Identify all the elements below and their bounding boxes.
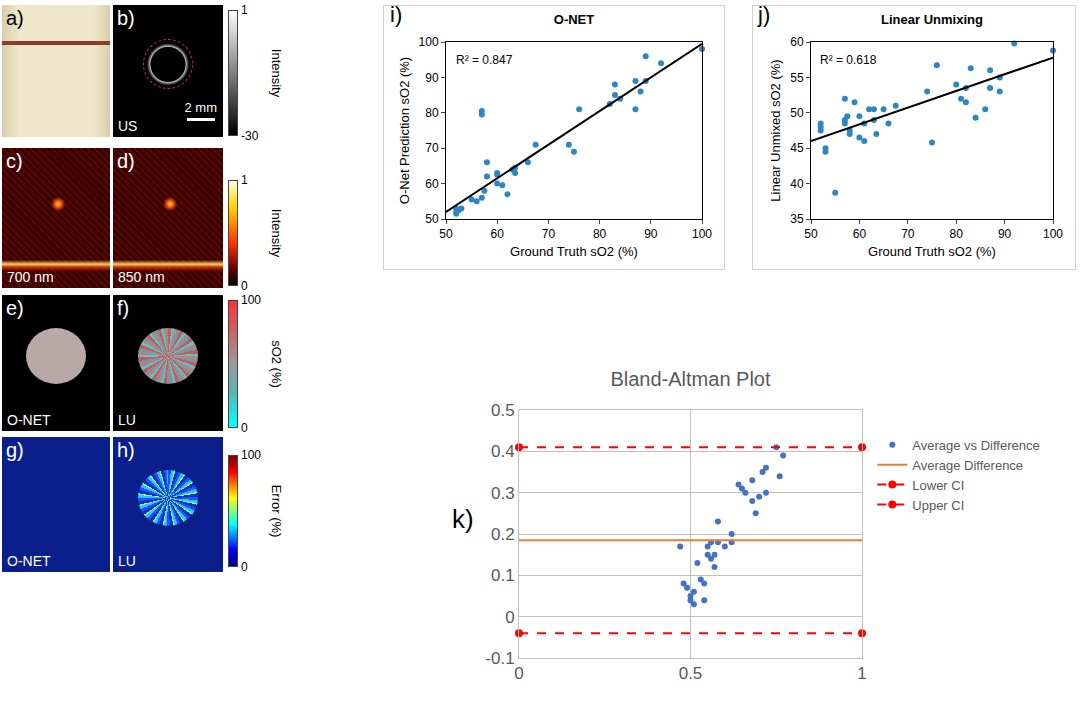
- html-text:LU: LU: [118, 553, 136, 569]
- svg-text:0.1: 0.1: [491, 566, 515, 585]
- html-text:i): i): [390, 2, 403, 27]
- svg-text:50: 50: [790, 106, 804, 120]
- svg-text:O-Net Prediction sO2 (%): O-Net Prediction sO2 (%): [397, 57, 412, 204]
- svg-text:60: 60: [853, 227, 867, 241]
- svg-text:R² = 0.618: R² = 0.618: [820, 53, 877, 67]
- html-text:b): b): [117, 7, 135, 29]
- html-text:0: 0: [241, 279, 248, 293]
- svg-text:100: 100: [419, 35, 439, 49]
- svg-text:R² = 0.847: R² = 0.847: [456, 53, 513, 67]
- html-text:US: US: [118, 118, 138, 134]
- svg-text:50: 50: [439, 227, 453, 241]
- html-text:100: 100: [241, 448, 261, 462]
- svg-text:90: 90: [644, 227, 658, 241]
- html-text:0: 0: [241, 421, 248, 435]
- svg-text:Linear Unmixing: Linear Unmixing: [881, 12, 983, 27]
- html-text:1: 1: [241, 3, 248, 17]
- svg-text:Bland-Altman Plot: Bland-Altman Plot: [610, 368, 771, 390]
- html-text:a): a): [6, 7, 24, 29]
- html-text:LU: LU: [118, 412, 136, 428]
- html-text:Error (%): Error (%): [268, 484, 284, 538]
- html-text:c): c): [6, 150, 23, 172]
- html-text:sO2 (%): sO2 (%): [268, 340, 284, 388]
- svg-text:45: 45: [790, 141, 804, 155]
- svg-text:0.5: 0.5: [491, 401, 515, 420]
- html-text:j): j): [758, 2, 771, 27]
- svg-text:70: 70: [542, 227, 556, 241]
- svg-text:Average vs Difference: Average vs Difference: [912, 438, 1039, 453]
- svg-text:Ground Truth sO2 (%): Ground Truth sO2 (%): [868, 244, 996, 259]
- svg-text:70: 70: [901, 227, 915, 241]
- svg-text:Average Difference: Average Difference: [912, 458, 1023, 473]
- html-text:d): d): [117, 150, 135, 172]
- svg-text:Upper CI: Upper CI: [912, 498, 964, 513]
- html-text:O-NET: O-NET: [7, 553, 51, 569]
- html-text:100: 100: [241, 293, 261, 307]
- svg-text:O-NET: O-NET: [554, 12, 595, 27]
- svg-text:40: 40: [790, 177, 804, 191]
- html-text:h): h): [117, 439, 135, 461]
- html-text:g): g): [6, 439, 24, 461]
- svg-text:1: 1: [857, 664, 866, 683]
- html-text:Intensity: Intensity: [268, 208, 284, 258]
- svg-text:0: 0: [505, 608, 514, 627]
- html-text:2 mm: 2 mm: [184, 100, 217, 115]
- html-text:0: 0: [241, 560, 248, 574]
- svg-text:0.2: 0.2: [491, 525, 515, 544]
- svg-text:100: 100: [692, 227, 712, 241]
- html-text:1: 1: [241, 173, 248, 187]
- svg-text:70: 70: [425, 141, 439, 155]
- svg-text:90: 90: [425, 71, 439, 85]
- svg-text:Lower CI: Lower CI: [912, 478, 964, 493]
- svg-text:Linear Unmixed sO2 (%): Linear Unmixed sO2 (%): [768, 59, 783, 201]
- html-text:700 nm: 700 nm: [7, 269, 54, 285]
- svg-text:Ground Truth sO2 (%): Ground Truth sO2 (%): [510, 244, 638, 259]
- html-text:850 nm: 850 nm: [118, 269, 165, 285]
- html-text:k): k): [452, 504, 474, 534]
- svg-text:0.5: 0.5: [679, 664, 703, 683]
- svg-text:0.4: 0.4: [491, 442, 515, 461]
- html-text:e): e): [6, 297, 24, 319]
- svg-text:-0.1: -0.1: [485, 649, 514, 668]
- svg-text:50: 50: [425, 212, 439, 226]
- html-text:Intensity: Intensity: [268, 48, 284, 98]
- svg-text:80: 80: [425, 106, 439, 120]
- svg-text:80: 80: [593, 227, 607, 241]
- html-text:f): f): [117, 297, 130, 319]
- svg-text:60: 60: [425, 177, 439, 191]
- svg-text:100: 100: [1043, 227, 1063, 241]
- html-text:-30: -30: [241, 129, 259, 143]
- svg-text:90: 90: [998, 227, 1012, 241]
- svg-text:60: 60: [491, 227, 505, 241]
- svg-text:0: 0: [514, 664, 523, 683]
- svg-text:50: 50: [804, 227, 818, 241]
- svg-text:0.3: 0.3: [491, 484, 515, 503]
- svg-text:35: 35: [790, 212, 804, 226]
- svg-text:80: 80: [950, 227, 964, 241]
- svg-text:55: 55: [790, 71, 804, 85]
- svg-text:60: 60: [790, 35, 804, 49]
- html-text:O-NET: O-NET: [7, 412, 51, 428]
